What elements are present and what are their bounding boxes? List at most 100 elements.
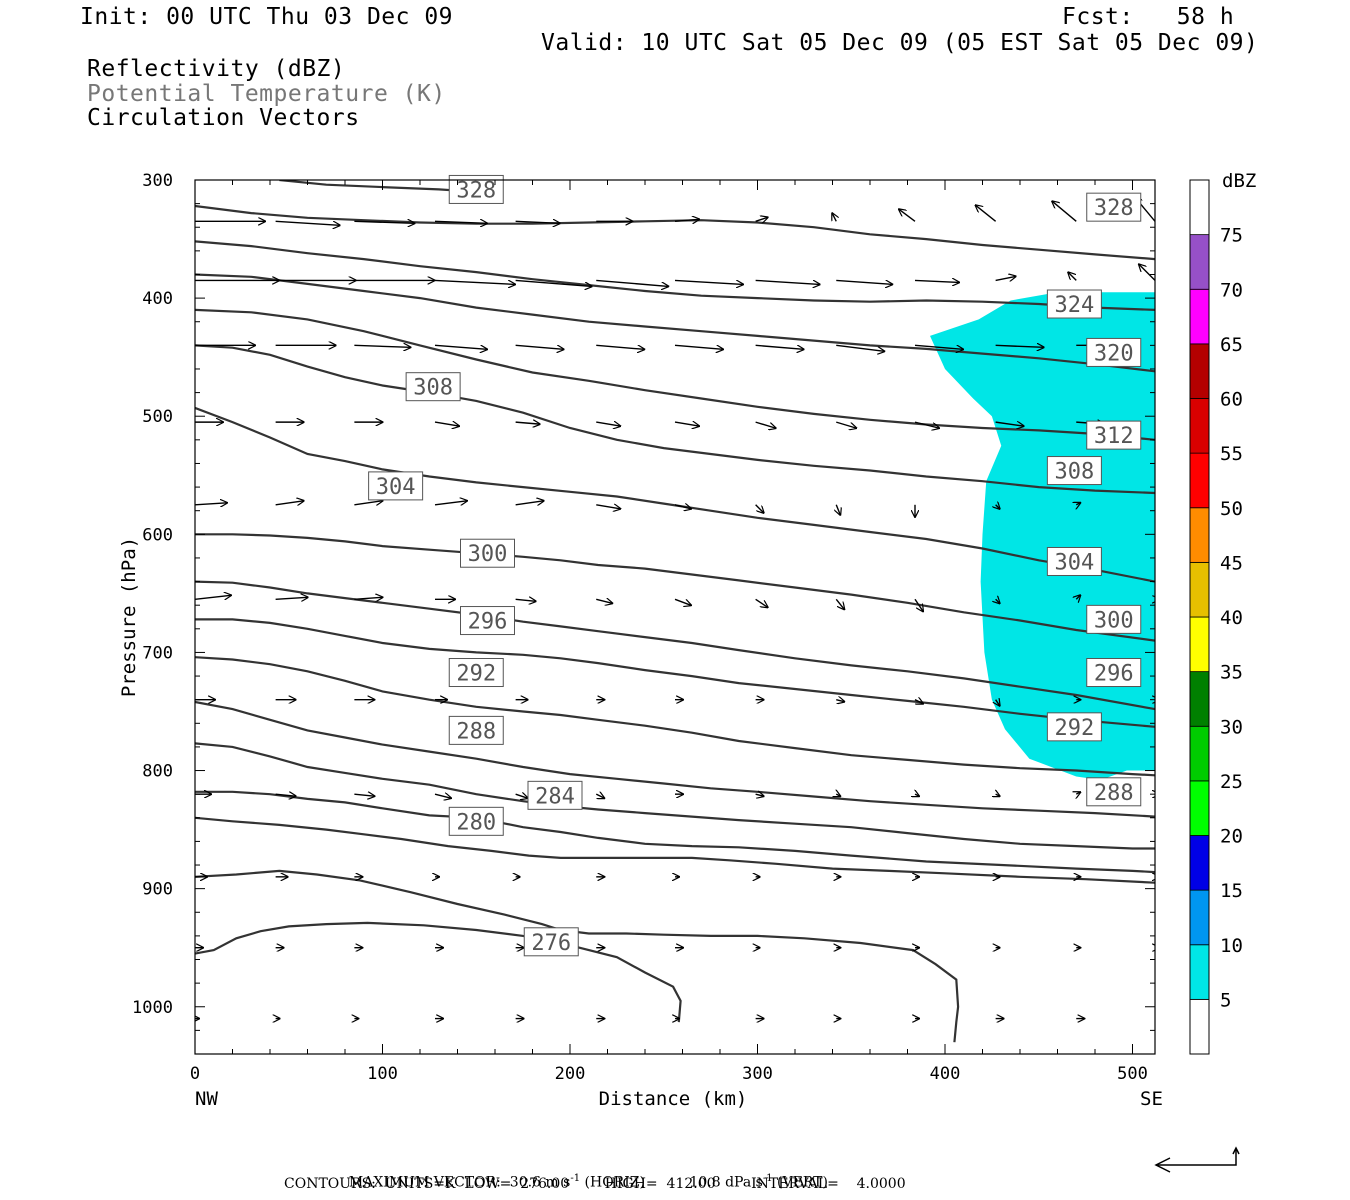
- max-vector-horiz-text: MAXIMUM VECTOR: 30.6 m s: [348, 1174, 571, 1191]
- colorbar-tick-label: 5: [1220, 989, 1231, 1011]
- circulation-vector: [1068, 272, 1077, 281]
- colorbar-segment: [1189, 234, 1210, 290]
- max-vector-horiz-exponent: -1: [570, 1173, 581, 1184]
- theta-contour-288: [195, 790, 1155, 874]
- colorbar: 5 10 15 20 25 30 35 40 45 50 55 60 65 70 75: [1189, 179, 1243, 1055]
- circulation-vector: [996, 505, 1000, 509]
- colorbar-tick-label: 25: [1220, 771, 1243, 793]
- colorbar-segment: [1189, 835, 1210, 891]
- svg-text:308: 308: [1055, 460, 1095, 485]
- circulation-vector: [1076, 503, 1080, 505]
- svg-text:300: 300: [1094, 608, 1134, 633]
- colorbar-segment: [1189, 780, 1210, 836]
- valid-time: Valid: 10 UTC Sat 05 Dec 09 (05 EST Sat …: [541, 30, 1259, 56]
- svg-text:288: 288: [1094, 781, 1134, 806]
- circulation-vector: [354, 794, 374, 796]
- circulation-vector: [354, 345, 410, 347]
- svg-text:312: 312: [1094, 424, 1134, 449]
- circulation-vector: [995, 276, 1016, 280]
- circulation-vector: [515, 221, 560, 223]
- theta-contour-308: [195, 580, 1155, 711]
- circulation-vector: [835, 598, 844, 609]
- x-tick-label: 500: [1117, 1064, 1148, 1084]
- circulation-vector: [836, 279, 892, 284]
- theta-contour-300: [195, 656, 1155, 777]
- axes: 0 100 200 300 400 500 300 400 500 600 700 800 900 100…: [132, 171, 1155, 1084]
- x-tick-label: 300: [742, 1064, 773, 1084]
- svg-text:280: 280: [456, 810, 496, 835]
- field-circulation-vectors: Circulation Vectors: [87, 105, 360, 131]
- contour-label-304: 304: [1046, 546, 1102, 576]
- svg-text:292: 292: [1055, 716, 1095, 741]
- contour-labels: 328 328 324 320 312 308 308 304 304 300 300 296 296 2…: [368, 174, 1142, 957]
- colorbar-tick-label: 10: [1220, 935, 1243, 957]
- circulation-vector: [354, 501, 382, 505]
- contour-label-324: 324: [1046, 289, 1102, 319]
- colorbar-segment: [1189, 507, 1210, 563]
- circulation-vector: [275, 794, 296, 796]
- contour-label-312: 312: [1086, 420, 1142, 450]
- contour-label-296: 296: [460, 606, 515, 636]
- colorbar-segment: [1189, 889, 1210, 946]
- colorbar-tick-label: 45: [1220, 552, 1243, 574]
- colorbar-segment: [1189, 944, 1210, 1000]
- circulation-vector: [515, 422, 540, 424]
- cross-section-chart: 3283283243203123083083043043003002962962…: [118, 170, 1256, 1110]
- circulation-vector: [275, 220, 340, 225]
- circulation-vector: [914, 700, 923, 704]
- init-time: Init: 00 UTC Thu 03 Dec 09: [80, 4, 454, 30]
- circulation-vector: [995, 422, 1024, 426]
- svg-text:288: 288: [456, 719, 496, 744]
- circulation-vector: [1076, 792, 1080, 794]
- circulation-vector: [755, 279, 820, 284]
- colorbar-title: dBZ: [1222, 170, 1256, 192]
- colorbar-tick-label: 20: [1220, 826, 1243, 848]
- max-vector-horiz-label: (HORIZ): [584, 1174, 645, 1191]
- y-tick-label: 500: [142, 407, 173, 427]
- colorbar-tick-label: 15: [1220, 880, 1243, 902]
- theta-contour-292: [195, 742, 1155, 850]
- circulation-vector: [914, 344, 963, 349]
- svg-text:328: 328: [456, 178, 496, 203]
- circulation-vector: [434, 794, 451, 798]
- theta-contour-332: [195, 240, 1155, 311]
- x-end-label-se: SE: [1140, 1088, 1163, 1110]
- x-end-label-nw: NW: [195, 1088, 218, 1110]
- circulation-vector: [515, 794, 528, 798]
- circulation-vector: [596, 279, 668, 286]
- theta-contour-320: [195, 344, 1155, 495]
- circulation-vector: [914, 421, 939, 428]
- max-vector-vert-label: (VERT): [777, 1174, 828, 1191]
- circulation-vector: [976, 205, 997, 222]
- contour-label-300: 300: [1086, 604, 1142, 634]
- theta-contour-328: [195, 273, 1155, 373]
- svg-text:328: 328: [1094, 196, 1134, 221]
- circulation-vector: [755, 217, 768, 221]
- colorbar-segment: [1189, 725, 1210, 782]
- contour-label-276: 276: [523, 927, 579, 957]
- contour-label-288: 288: [1086, 777, 1142, 807]
- contour-label-292: 292: [448, 658, 504, 688]
- colorbar-tick-label: 35: [1220, 662, 1243, 684]
- contour-label-328: 328: [1086, 192, 1142, 222]
- y-tick-label: 800: [142, 762, 173, 782]
- circulation-vector: [836, 504, 840, 515]
- circulation-vector: [836, 344, 884, 351]
- circulation-vector: [1052, 201, 1077, 222]
- theta-contour-312: [195, 533, 1155, 642]
- colorbar-segment: [1189, 561, 1210, 618]
- theta-contour-276: [195, 921, 682, 1023]
- circulation-vector: [674, 598, 691, 605]
- colorbar-tick-label: 50: [1220, 498, 1243, 520]
- circulation-vector: [1154, 344, 1155, 346]
- circulation-vector: [914, 280, 959, 282]
- y-tick-label: 1000: [132, 998, 173, 1018]
- svg-text:292: 292: [456, 662, 496, 687]
- colorbar-segment: [1189, 343, 1210, 399]
- contour-label-288: 288: [448, 715, 504, 745]
- circulation-vector: [674, 219, 699, 221]
- colorbar-segment: [1189, 616, 1210, 673]
- circulation-vector: [996, 700, 1000, 706]
- circulation-vector: [674, 279, 743, 284]
- circulation-vector: [836, 794, 840, 796]
